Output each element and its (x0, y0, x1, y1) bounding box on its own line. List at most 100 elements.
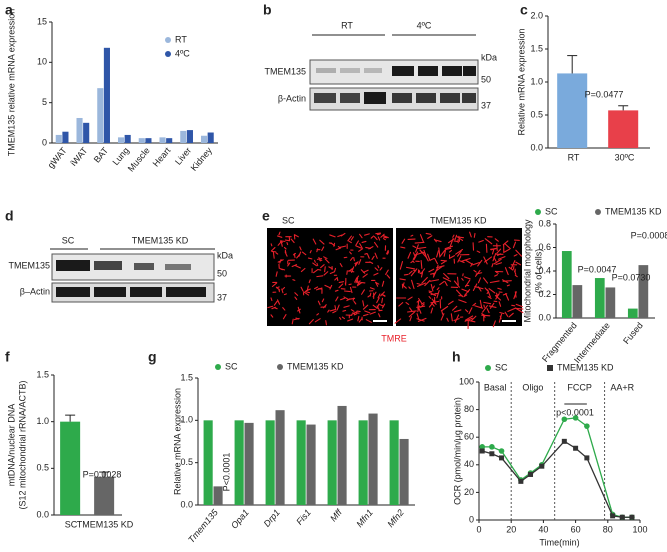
legend-label: SC (545, 206, 558, 216)
bar (60, 421, 81, 515)
y-tick-label: 0.5 (530, 109, 543, 119)
mito-segment (472, 302, 477, 307)
mito-segment (312, 238, 317, 245)
marker (573, 445, 579, 451)
mito-segment (377, 265, 380, 269)
mito-segment (377, 293, 381, 299)
legend-label: TMEM135 KD (605, 206, 662, 216)
mito-segment (272, 251, 275, 259)
y-tick-label: 15 (37, 16, 47, 26)
bar (203, 420, 213, 505)
x-tick-label: 0 (476, 524, 481, 534)
mito-segment (407, 296, 413, 301)
mito-segment (329, 234, 336, 238)
mito-segment (416, 318, 425, 322)
y-axis-label: Relative mRNA expression (516, 28, 526, 135)
mito-segment (363, 313, 369, 317)
mito-segment (465, 309, 469, 313)
mito-segment (453, 318, 460, 322)
x-tick-label: TMEM135 KD (77, 519, 134, 529)
mito-segment (358, 248, 364, 252)
mito-segment (329, 308, 337, 312)
mito-segment (431, 298, 437, 305)
mito-segment (427, 235, 433, 239)
legend-swatch (165, 37, 171, 43)
mito-segment (464, 289, 471, 296)
y-tick-label: 80 (464, 404, 474, 414)
mito-segment (474, 286, 484, 290)
mito-segment (361, 289, 365, 295)
mito-segment (450, 313, 453, 322)
y-tick-label: 20 (464, 487, 474, 497)
mito-segment (402, 282, 405, 287)
mito-segment (456, 276, 459, 286)
x-tick-label: iWAT (68, 145, 89, 168)
mito-segment (284, 239, 290, 242)
mito-segment (362, 269, 369, 273)
mito-segment (343, 290, 351, 293)
bar (561, 251, 572, 318)
blot-b: b RT 4ºC TMEM135 β-Actin kDa 50 37 (263, 2, 497, 111)
mito-segment (374, 267, 379, 271)
legend-swatch (277, 364, 283, 370)
mito-segment (275, 271, 278, 277)
legend-swatch (535, 209, 541, 215)
mito-segment (515, 303, 523, 308)
mito-segment (490, 248, 497, 250)
mito-segment (360, 269, 366, 274)
mito-segment (515, 249, 523, 257)
mito-segment (300, 267, 306, 273)
marker (479, 448, 485, 454)
bar (76, 117, 83, 143)
mito-segment (277, 241, 282, 246)
mito-segment (419, 249, 427, 258)
mito-segment (312, 262, 318, 267)
mito-segment (314, 286, 319, 290)
mito-segment (436, 250, 440, 258)
mito-segment (355, 277, 359, 284)
mito-segment (411, 279, 415, 290)
bar (234, 420, 244, 505)
mito-segment (308, 319, 314, 325)
mito-segment (362, 300, 365, 307)
mito-segment (407, 310, 417, 313)
x-tick-label: 20 (506, 524, 516, 534)
mito-segment (484, 287, 489, 292)
mito-segment (452, 305, 458, 311)
x-tick-label: Heart (151, 145, 173, 169)
mito-segment (348, 268, 354, 272)
y-tick-label: 100 (459, 376, 474, 386)
mito-segment (382, 234, 389, 239)
bar (605, 287, 616, 318)
mito-segment (299, 246, 302, 251)
mito-segment (370, 235, 375, 239)
group-label: RT (341, 20, 353, 30)
mito-segment (502, 280, 512, 282)
mito-segment (436, 287, 440, 291)
marker (528, 471, 534, 477)
mito-segment (486, 308, 490, 314)
mito-segment (434, 258, 438, 265)
mito-segment (371, 255, 375, 261)
mito-segment (398, 302, 404, 307)
marker (629, 514, 635, 520)
mito-segment (410, 234, 414, 237)
mito-segment (409, 316, 412, 322)
mito-segment (503, 248, 510, 253)
mito-segment (436, 266, 443, 271)
mito-segment (380, 291, 385, 297)
mito-segment (294, 265, 301, 269)
annotation: P=0.0730 (612, 272, 651, 282)
mito-segment (454, 234, 458, 241)
mito-segment (291, 318, 294, 325)
legend-swatch (165, 51, 171, 57)
mito-segment (348, 240, 352, 244)
mito-segment (408, 286, 411, 290)
mito-segment (334, 289, 339, 292)
mito-segment (282, 314, 287, 320)
bands (314, 66, 476, 104)
phase-label: Basal (484, 382, 507, 392)
y-tick-label: 0.4 (538, 265, 551, 275)
mito-segment (286, 241, 289, 246)
mito-segment (488, 305, 497, 308)
